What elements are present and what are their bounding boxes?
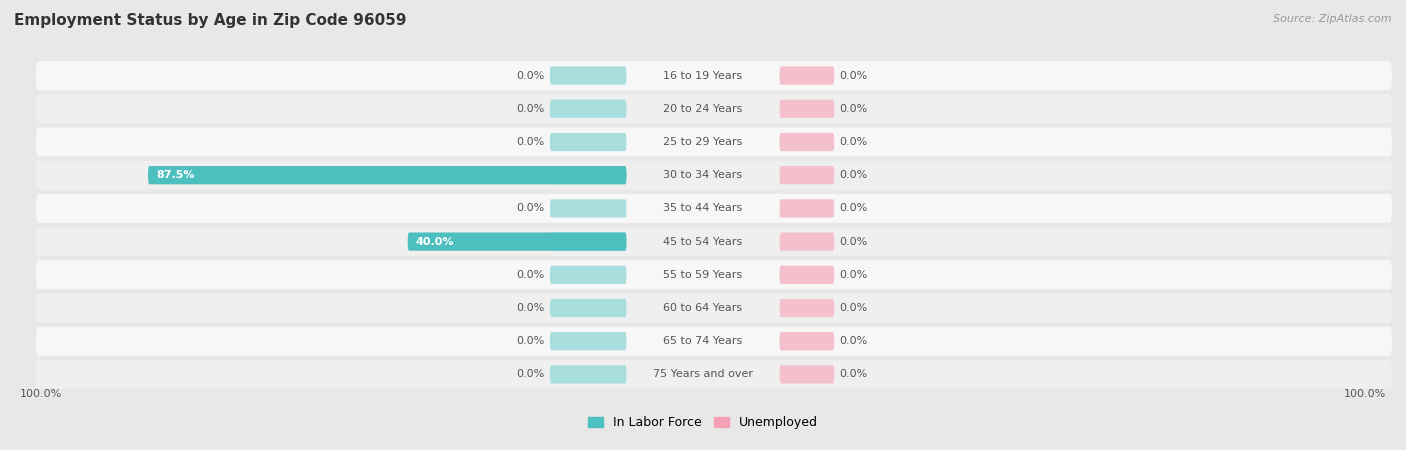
FancyBboxPatch shape [37,194,1392,223]
Text: Source: ZipAtlas.com: Source: ZipAtlas.com [1274,14,1392,23]
Text: 35 to 44 Years: 35 to 44 Years [664,203,742,213]
FancyBboxPatch shape [37,227,1392,256]
FancyBboxPatch shape [779,199,834,217]
FancyBboxPatch shape [779,365,834,383]
FancyBboxPatch shape [779,299,834,317]
FancyBboxPatch shape [37,261,1392,289]
FancyBboxPatch shape [550,266,627,284]
Text: 40.0%: 40.0% [416,237,454,247]
Text: 0.0%: 0.0% [516,303,544,313]
Text: 0.0%: 0.0% [839,137,868,147]
FancyBboxPatch shape [550,299,627,317]
FancyBboxPatch shape [550,233,627,251]
Text: 0.0%: 0.0% [516,137,544,147]
Text: 100.0%: 100.0% [20,389,62,399]
FancyBboxPatch shape [37,327,1392,356]
Text: Employment Status by Age in Zip Code 96059: Employment Status by Age in Zip Code 960… [14,14,406,28]
Text: 0.0%: 0.0% [516,71,544,81]
FancyBboxPatch shape [37,127,1392,157]
Text: 0.0%: 0.0% [839,237,868,247]
FancyBboxPatch shape [779,266,834,284]
Text: 25 to 29 Years: 25 to 29 Years [664,137,742,147]
FancyBboxPatch shape [408,233,627,251]
Text: 75 Years and over: 75 Years and over [652,369,754,379]
FancyBboxPatch shape [37,293,1392,323]
FancyBboxPatch shape [550,365,627,383]
FancyBboxPatch shape [550,133,627,151]
Text: 0.0%: 0.0% [516,270,544,280]
Text: 0.0%: 0.0% [839,369,868,379]
FancyBboxPatch shape [779,67,834,85]
Text: 45 to 54 Years: 45 to 54 Years [664,237,742,247]
Text: 0.0%: 0.0% [839,203,868,213]
Text: 16 to 19 Years: 16 to 19 Years [664,71,742,81]
Text: 55 to 59 Years: 55 to 59 Years [664,270,742,280]
FancyBboxPatch shape [779,99,834,118]
Text: 0.0%: 0.0% [516,104,544,114]
Legend: In Labor Force, Unemployed: In Labor Force, Unemployed [583,411,823,434]
FancyBboxPatch shape [779,166,834,184]
FancyBboxPatch shape [779,133,834,151]
FancyBboxPatch shape [550,332,627,351]
FancyBboxPatch shape [779,332,834,351]
Text: 20 to 24 Years: 20 to 24 Years [664,104,742,114]
FancyBboxPatch shape [550,99,627,118]
Text: 100.0%: 100.0% [1344,389,1386,399]
Text: 65 to 74 Years: 65 to 74 Years [664,336,742,346]
Text: 60 to 64 Years: 60 to 64 Years [664,303,742,313]
FancyBboxPatch shape [37,161,1392,189]
Text: 0.0%: 0.0% [839,170,868,180]
Text: 0.0%: 0.0% [839,71,868,81]
FancyBboxPatch shape [550,199,627,217]
FancyBboxPatch shape [779,233,834,251]
FancyBboxPatch shape [37,94,1392,123]
FancyBboxPatch shape [37,61,1392,90]
Text: 0.0%: 0.0% [516,203,544,213]
Text: 87.5%: 87.5% [156,170,194,180]
FancyBboxPatch shape [148,166,627,184]
Text: 0.0%: 0.0% [839,303,868,313]
Text: 30 to 34 Years: 30 to 34 Years [664,170,742,180]
FancyBboxPatch shape [550,67,627,85]
FancyBboxPatch shape [37,360,1392,389]
Text: 0.0%: 0.0% [516,336,544,346]
Text: 0.0%: 0.0% [516,369,544,379]
Text: 0.0%: 0.0% [839,336,868,346]
FancyBboxPatch shape [550,166,627,184]
Text: 0.0%: 0.0% [839,270,868,280]
Text: 0.0%: 0.0% [839,104,868,114]
